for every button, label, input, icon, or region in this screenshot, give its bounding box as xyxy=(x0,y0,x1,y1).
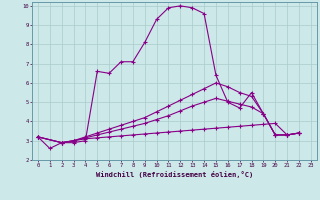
X-axis label: Windchill (Refroidissement éolien,°C): Windchill (Refroidissement éolien,°C) xyxy=(96,171,253,178)
